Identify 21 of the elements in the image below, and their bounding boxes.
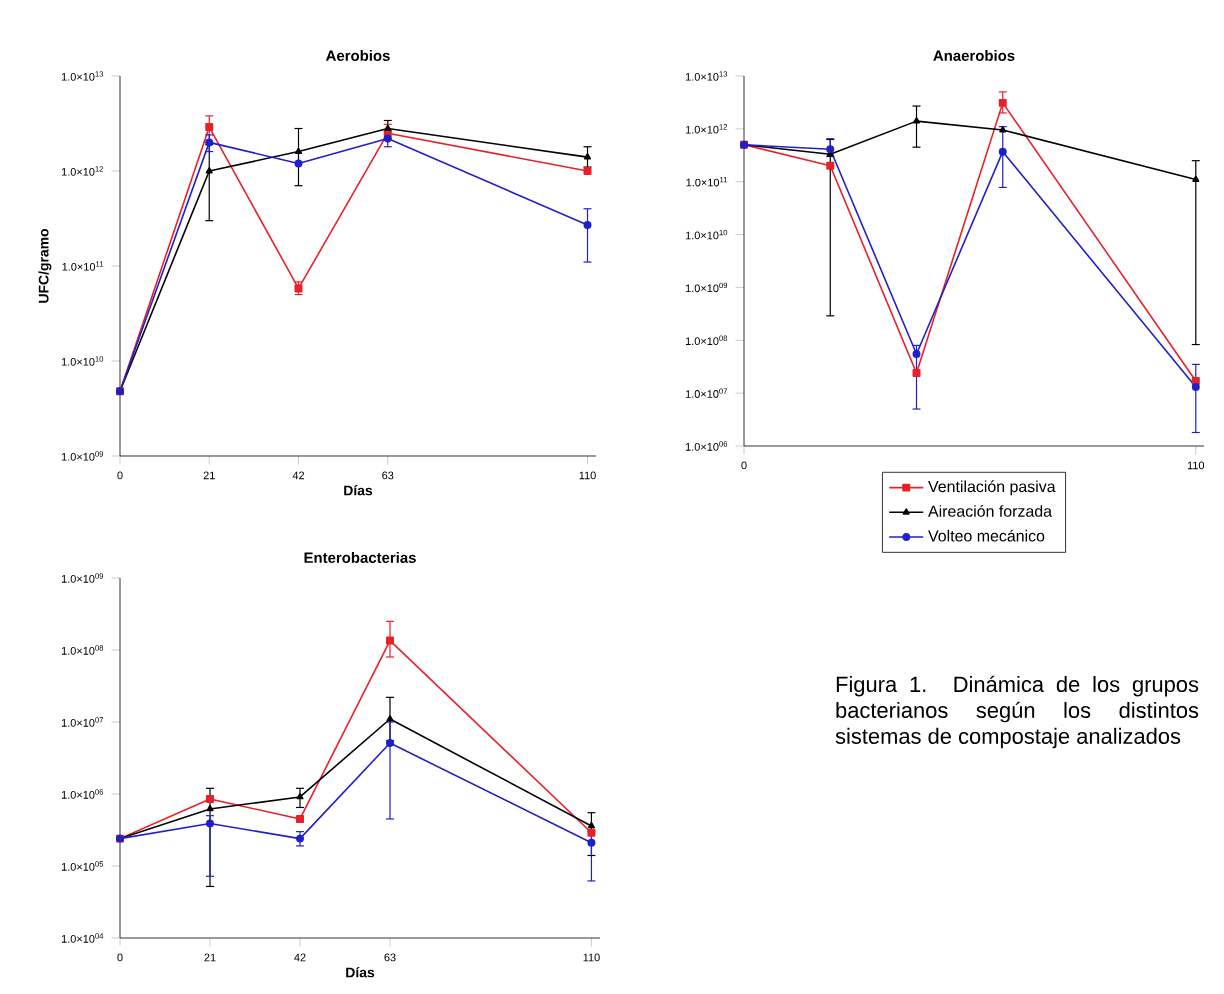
point	[205, 167, 213, 174]
point	[206, 795, 214, 804]
point	[998, 98, 1007, 107]
point	[206, 804, 214, 812]
point	[294, 159, 303, 168]
text: Figura 1. Dinámica de los grupos bacterianos según los distintos sistemas de compostaje analizados	[835, 675, 1199, 749]
point	[1191, 383, 1200, 392]
point	[294, 147, 303, 154]
point	[386, 636, 394, 645]
point	[1192, 175, 1200, 182]
point	[296, 792, 304, 800]
point	[587, 838, 596, 847]
point	[296, 814, 304, 823]
point	[998, 147, 1007, 156]
point	[826, 145, 835, 154]
point	[912, 350, 921, 358]
point	[826, 161, 835, 170]
point	[583, 153, 592, 160]
point	[912, 369, 921, 378]
point	[583, 221, 592, 229]
point	[912, 117, 921, 124]
